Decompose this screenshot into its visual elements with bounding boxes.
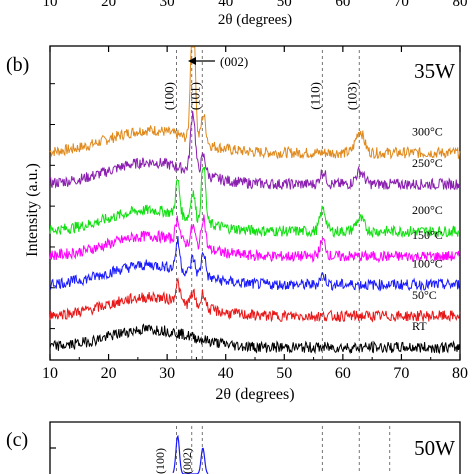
x-tick-label: 80 xyxy=(452,365,468,382)
panel-a-tick-label: 10 xyxy=(43,0,58,10)
annotation-label: (002) xyxy=(220,54,248,69)
panel-b-reference-lines xyxy=(176,50,360,360)
panel-a-tick-label: 30 xyxy=(160,0,175,10)
series-label: 200°C xyxy=(412,203,443,217)
annotation-arrow-head xyxy=(188,57,196,65)
panel-c-frame xyxy=(49,421,461,474)
panel-c-curve xyxy=(172,434,209,474)
series-line xyxy=(49,235,461,292)
panel-b-series-labels: 300°C 250°C 200°C 150°C 100°C 50°C RT xyxy=(412,124,443,333)
reference-label: (100) xyxy=(162,82,177,110)
x-tick-label: 30 xyxy=(159,365,175,382)
panel-a-remnant: 10 20 30 40 50 60 70 80 2θ (degrees) xyxy=(43,0,468,28)
panel-a-tick-label: 50 xyxy=(277,0,292,10)
panel-b-y-axis-label: Intensity (a.u.) xyxy=(24,163,41,257)
panel-a-tick-labels: 10 20 30 40 50 60 70 80 xyxy=(43,0,468,10)
series-line xyxy=(49,46,461,160)
panel-b-title: 35W xyxy=(414,59,455,83)
panel-a-x-axis-label: 2θ (degrees) xyxy=(218,12,292,28)
panel-a-tick-label: 60 xyxy=(335,0,350,10)
panel-b-reference-labels: (100) (101) (110) (103) xyxy=(162,82,360,110)
x-tick-label: 50 xyxy=(276,365,292,382)
series-label: 150°C xyxy=(412,228,443,242)
panel-b-annotation: (002) xyxy=(188,54,248,69)
reference-label: (103) xyxy=(344,82,359,110)
panel-c: (c) (100) (002) 50W xyxy=(6,421,461,474)
panel-a-tick-label: 40 xyxy=(218,0,233,10)
panel-b-y-ticks xyxy=(50,83,55,330)
x-tick-label: 70 xyxy=(393,365,409,382)
panel-c-reflabel-002: (002) xyxy=(180,448,194,474)
panel-b-label: (b) xyxy=(6,54,29,76)
series-line xyxy=(49,323,461,355)
panel-a-tick-label: 20 xyxy=(101,0,116,10)
panel-b-x-axis-label: 2θ (degrees) xyxy=(215,386,294,403)
panel-b-series xyxy=(49,46,461,355)
series-label: 50°C xyxy=(412,288,437,302)
series-line xyxy=(49,166,461,239)
x-tick-label: 10 xyxy=(42,365,58,382)
panel-c-title: 50W xyxy=(414,436,455,460)
panel-c-reference-lines xyxy=(176,426,391,474)
series-line xyxy=(49,277,461,323)
panel-c-label: (c) xyxy=(6,429,28,451)
reference-label: (101) xyxy=(187,82,202,110)
panel-b: (b) (100) (101) (110) (103) 300°C 250°C 200°C… xyxy=(6,45,468,403)
series-line xyxy=(49,214,461,264)
series-label: 100°C xyxy=(412,256,443,270)
panel-a-tick-label: 80 xyxy=(453,0,468,10)
series-label: 250°C xyxy=(412,156,443,170)
panel-c-reflabel-100: (100) xyxy=(153,448,167,474)
panel-b-x-ticks: 10 20 30 40 50 60 70 80 xyxy=(42,46,468,382)
panel-a-tick-label: 70 xyxy=(394,0,409,10)
x-tick-label: 20 xyxy=(101,365,117,382)
x-tick-label: 40 xyxy=(218,365,234,382)
series-label: 300°C xyxy=(412,124,443,138)
series-label: RT xyxy=(412,319,427,333)
x-tick-label: 60 xyxy=(335,365,351,382)
reference-label: (110) xyxy=(307,82,322,110)
series-line xyxy=(49,110,461,191)
